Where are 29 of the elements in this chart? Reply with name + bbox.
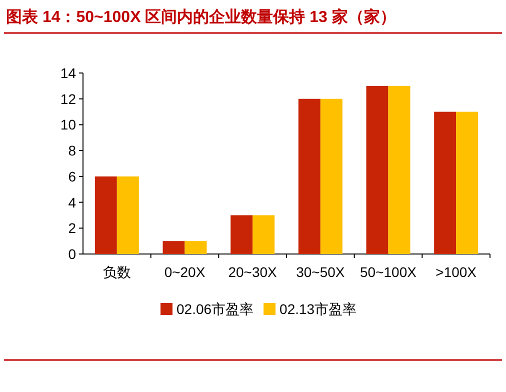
chart-title: 图表 14：50~100X 区间内的企业数量保持 13 家（家）: [6, 7, 396, 26]
y-tick-label: 2: [68, 220, 76, 236]
x-tick-label: 30~50X: [296, 264, 346, 280]
x-tick-label: 负数: [102, 264, 131, 280]
bar: [230, 215, 253, 254]
y-tick-label: 8: [68, 142, 76, 159]
y-tick-label: 12: [60, 90, 76, 107]
y-tick-label: 10: [60, 116, 76, 133]
bar: [162, 241, 185, 254]
bar: [184, 241, 207, 254]
bar: [94, 176, 117, 254]
y-tick-label: 4: [68, 194, 76, 210]
legend-label: 02.13市盈率: [280, 301, 357, 317]
bar: [388, 86, 410, 254]
legend-label: 02.06市盈率: [176, 301, 254, 317]
bar: [456, 112, 478, 254]
y-tick-label: 14: [60, 65, 76, 81]
bar: [320, 98, 342, 254]
bar: [366, 86, 388, 254]
x-tick-label: >100X: [436, 264, 478, 280]
bar: [434, 112, 456, 254]
bar: [252, 215, 275, 254]
x-tick-label: 0~20X: [164, 264, 206, 280]
bar: [298, 98, 320, 254]
x-tick-label: 50~100X: [360, 264, 418, 280]
y-tick-label: 0: [68, 246, 76, 262]
bar: [116, 176, 139, 254]
x-tick-label: 20~30X: [228, 264, 278, 280]
y-tick-label: 6: [68, 168, 76, 184]
